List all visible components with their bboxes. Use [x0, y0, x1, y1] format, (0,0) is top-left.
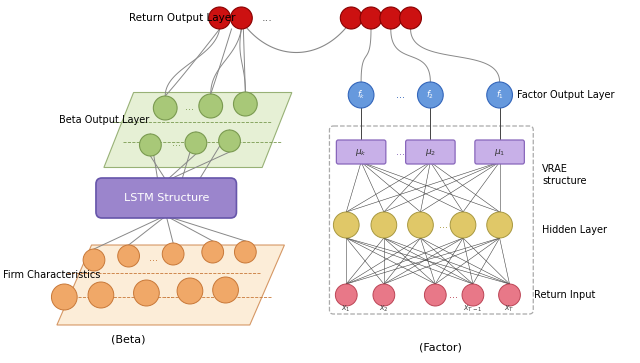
Circle shape: [360, 7, 382, 29]
FancyBboxPatch shape: [406, 140, 455, 164]
Circle shape: [140, 134, 161, 156]
Circle shape: [212, 277, 239, 303]
Text: (Factor): (Factor): [419, 343, 461, 353]
Circle shape: [424, 284, 446, 306]
Text: $\mu_1$: $\mu_1$: [494, 147, 506, 158]
Text: ...: ...: [396, 147, 405, 157]
Circle shape: [333, 212, 359, 238]
Text: ...: ...: [449, 290, 458, 300]
Text: Factor Output Layer: Factor Output Layer: [517, 90, 615, 100]
Circle shape: [400, 7, 422, 29]
Text: $\mu_k$: $\mu_k$: [355, 147, 367, 158]
Circle shape: [202, 241, 223, 263]
Polygon shape: [104, 93, 292, 167]
Text: $x_2$: $x_2$: [379, 304, 388, 314]
Circle shape: [450, 212, 476, 238]
Circle shape: [499, 284, 520, 306]
Circle shape: [219, 130, 241, 152]
Text: Beta Output Layer: Beta Output Layer: [60, 115, 150, 125]
Circle shape: [177, 278, 203, 304]
Text: VRAE
structure: VRAE structure: [542, 164, 587, 186]
Circle shape: [408, 212, 433, 238]
Text: Firm Characteristics: Firm Characteristics: [3, 270, 100, 280]
Circle shape: [209, 7, 230, 29]
FancyBboxPatch shape: [337, 140, 386, 164]
Circle shape: [348, 82, 374, 108]
Text: ...: ...: [164, 290, 173, 300]
Text: LSTM Structure: LSTM Structure: [124, 193, 209, 203]
Text: $x_1$: $x_1$: [342, 304, 351, 314]
Circle shape: [380, 7, 402, 29]
Text: Return Input: Return Input: [534, 290, 596, 300]
Text: $f_k$: $f_k$: [357, 89, 365, 101]
Circle shape: [154, 96, 177, 120]
Text: $x_T$: $x_T$: [504, 304, 515, 314]
Circle shape: [234, 241, 256, 263]
FancyBboxPatch shape: [475, 140, 524, 164]
Text: ...: ...: [396, 90, 405, 100]
Text: ...: ...: [186, 102, 195, 112]
FancyBboxPatch shape: [96, 178, 236, 218]
Circle shape: [487, 82, 513, 108]
Circle shape: [88, 282, 114, 308]
Circle shape: [417, 82, 444, 108]
Circle shape: [340, 7, 362, 29]
Text: (Beta): (Beta): [111, 335, 146, 345]
Text: $\mu_2$: $\mu_2$: [425, 147, 436, 158]
Circle shape: [51, 284, 77, 310]
Circle shape: [134, 280, 159, 306]
Circle shape: [185, 132, 207, 154]
Text: $f_2$: $f_2$: [426, 89, 435, 101]
Circle shape: [487, 212, 513, 238]
Circle shape: [234, 92, 257, 116]
Text: ...: ...: [262, 13, 273, 23]
Circle shape: [199, 94, 223, 118]
Text: ...: ...: [172, 138, 180, 148]
Circle shape: [83, 249, 105, 271]
Text: $x_{T-1}$: $x_{T-1}$: [463, 304, 483, 314]
Circle shape: [373, 284, 395, 306]
Text: ...: ...: [149, 253, 158, 263]
Circle shape: [335, 284, 357, 306]
Text: ...: ...: [439, 220, 448, 230]
Text: $f_1$: $f_1$: [495, 89, 504, 101]
Circle shape: [462, 284, 484, 306]
Circle shape: [163, 243, 184, 265]
Polygon shape: [57, 245, 284, 325]
Text: Return Output Layer: Return Output Layer: [129, 13, 235, 23]
Circle shape: [371, 212, 397, 238]
Text: Hidden Layer: Hidden Layer: [542, 225, 607, 235]
Circle shape: [118, 245, 140, 267]
Circle shape: [230, 7, 252, 29]
